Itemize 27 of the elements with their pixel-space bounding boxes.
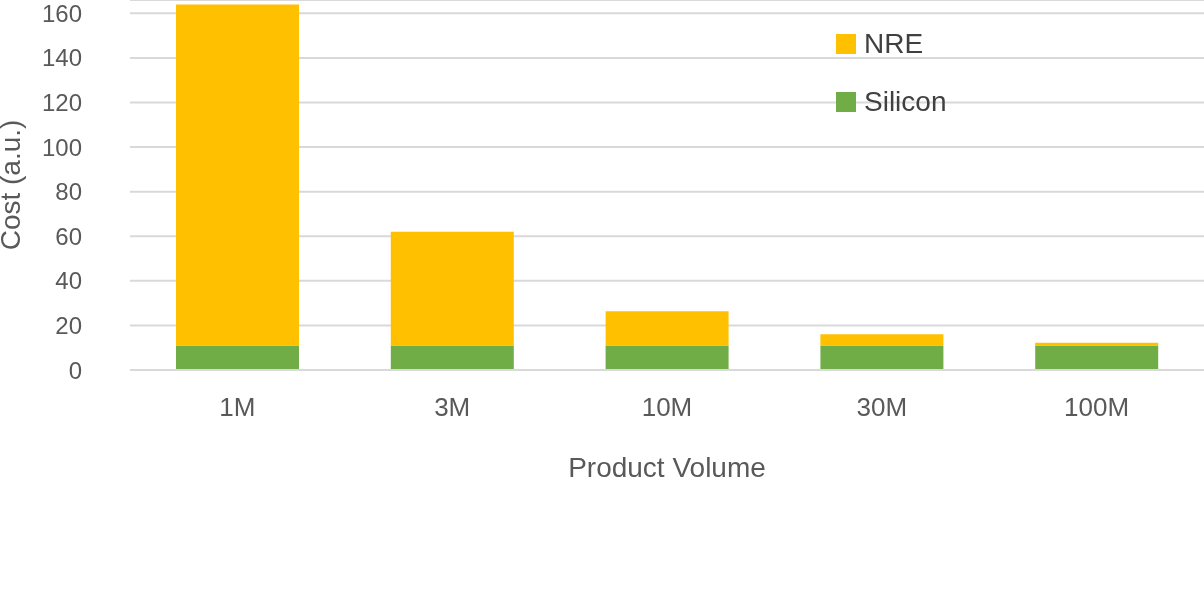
x-axis-title: Product Volume [568, 452, 766, 483]
y-tick-label: 100 [41, 133, 82, 161]
bar [390, 345, 514, 370]
bar [605, 311, 729, 346]
bar [390, 231, 514, 346]
y-tick-label: 120 [41, 89, 82, 117]
bar [1035, 345, 1159, 370]
y-tick-label: 20 [55, 311, 82, 339]
y-tick-label: 160 [41, 0, 82, 27]
y-axis-title: Cost (a.u.) [0, 119, 26, 251]
x-tick-label: 30M [856, 392, 908, 423]
bar [176, 345, 299, 370]
x-tick-label: 3M [434, 392, 471, 423]
x-tick-label: 1M [219, 392, 256, 423]
y-tick-label: 40 [55, 267, 82, 295]
y-tick-label: 80 [55, 178, 82, 206]
bar [820, 345, 944, 370]
bar [605, 345, 729, 370]
legend-label: Silicon [864, 86, 947, 118]
y-tick-label: 60 [55, 222, 82, 250]
legend-label: NRE [864, 28, 924, 60]
y-tick-label: 0 [68, 356, 82, 384]
x-tick-label: 100M [1064, 392, 1130, 423]
bar [176, 4, 299, 346]
bar [820, 334, 944, 346]
y-tick-label: 140 [41, 44, 82, 72]
x-tick-label: 10M [641, 392, 693, 423]
